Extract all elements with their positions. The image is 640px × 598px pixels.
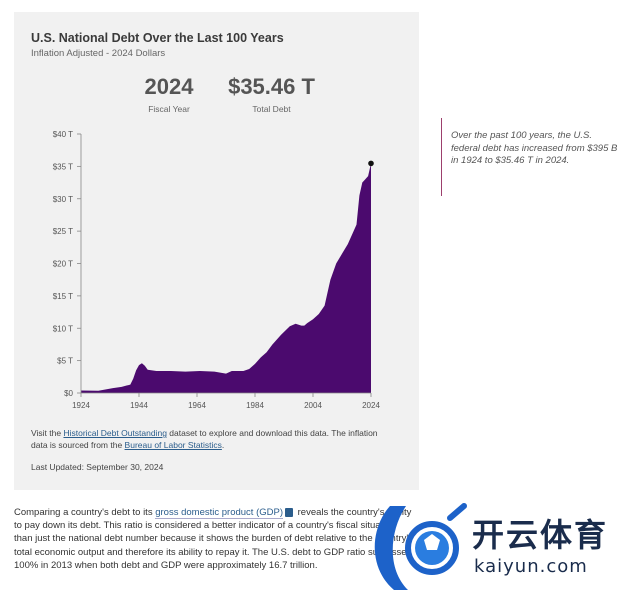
note-prefix: Visit the — [31, 428, 64, 438]
x-tick-label: 2024 — [362, 401, 380, 410]
note-suffix: . — [221, 440, 225, 450]
kaiyun-logo-icon — [374, 503, 467, 590]
kpi-year-value: 2024 — [144, 74, 194, 99]
paragraph-rest: reveals the country's ability to pay dow… — [14, 507, 413, 571]
debt-area — [81, 163, 371, 393]
kpi-total-debt: $35.46 T Total Debt — [214, 74, 329, 114]
watermark-cn: 开云体育 — [472, 516, 609, 554]
watermark-url: kaiyun.com — [474, 556, 588, 577]
data-source-note: Visit the Historical Debt Outstanding da… — [31, 427, 396, 451]
kpi-debt-value: $35.46 T — [228, 74, 315, 99]
paragraph-prefix: Comparing a country's debt to its — [14, 507, 156, 518]
y-tick-label: $0 — [64, 389, 73, 398]
y-tick-label: $35 T — [53, 162, 73, 171]
y-tick-label: $25 T — [53, 227, 73, 236]
kpi-year-label: Fiscal Year — [148, 104, 190, 114]
chart-title: U.S. National Debt Over the Last 100 Yea… — [31, 31, 284, 45]
x-tick-label: 1924 — [72, 401, 90, 410]
last-updated: Last Updated: September 30, 2024 — [31, 462, 164, 472]
x-tick-label: 1964 — [188, 401, 206, 410]
gdp-paragraph: Comparing a country's debt to its gross … — [14, 506, 414, 572]
x-tick-label: 1984 — [246, 401, 264, 410]
y-tick-label: $20 T — [53, 260, 73, 269]
watermark: 开云体育 kaiyun.com — [360, 498, 640, 596]
debt-area-chart[interactable]: $0 $5 T $10 T $15 T $20 T $25 T $30 T $35 T $40 … — [14, 12, 419, 422]
y-tick-label: $15 T — [53, 292, 73, 301]
x-tick-label: 2004 — [304, 401, 322, 410]
gdp-link[interactable]: gross domestic product (GDP) — [155, 507, 283, 519]
y-tick-label: $10 T — [53, 324, 73, 333]
bls-link[interactable]: Bureau of Labor Statistics — [124, 440, 222, 450]
note-middle: dataset to explore and download this dat… — [31, 428, 378, 450]
side-callout: Over the past 100 years, the U.S. federa… — [441, 118, 621, 196]
chart-card: U.S. National Debt Over the Last 100 Yea… — [14, 12, 419, 490]
glossary-book-icon[interactable] — [284, 507, 293, 517]
kpi-debt-label: Total Debt — [252, 104, 291, 114]
y-tick-label: $30 T — [53, 195, 73, 204]
historical-debt-link[interactable]: Historical Debt Outstanding — [63, 428, 167, 438]
chart-subtitle: Inflation Adjusted - 2024 Dollars — [31, 48, 166, 59]
endpoint-marker — [368, 160, 374, 167]
kpi-fiscal-year: 2024 Fiscal Year — [124, 74, 214, 114]
y-tick-label: $40 T — [53, 130, 73, 139]
x-tick-label: 1944 — [130, 401, 148, 410]
y-tick-label: $5 T — [57, 357, 73, 366]
